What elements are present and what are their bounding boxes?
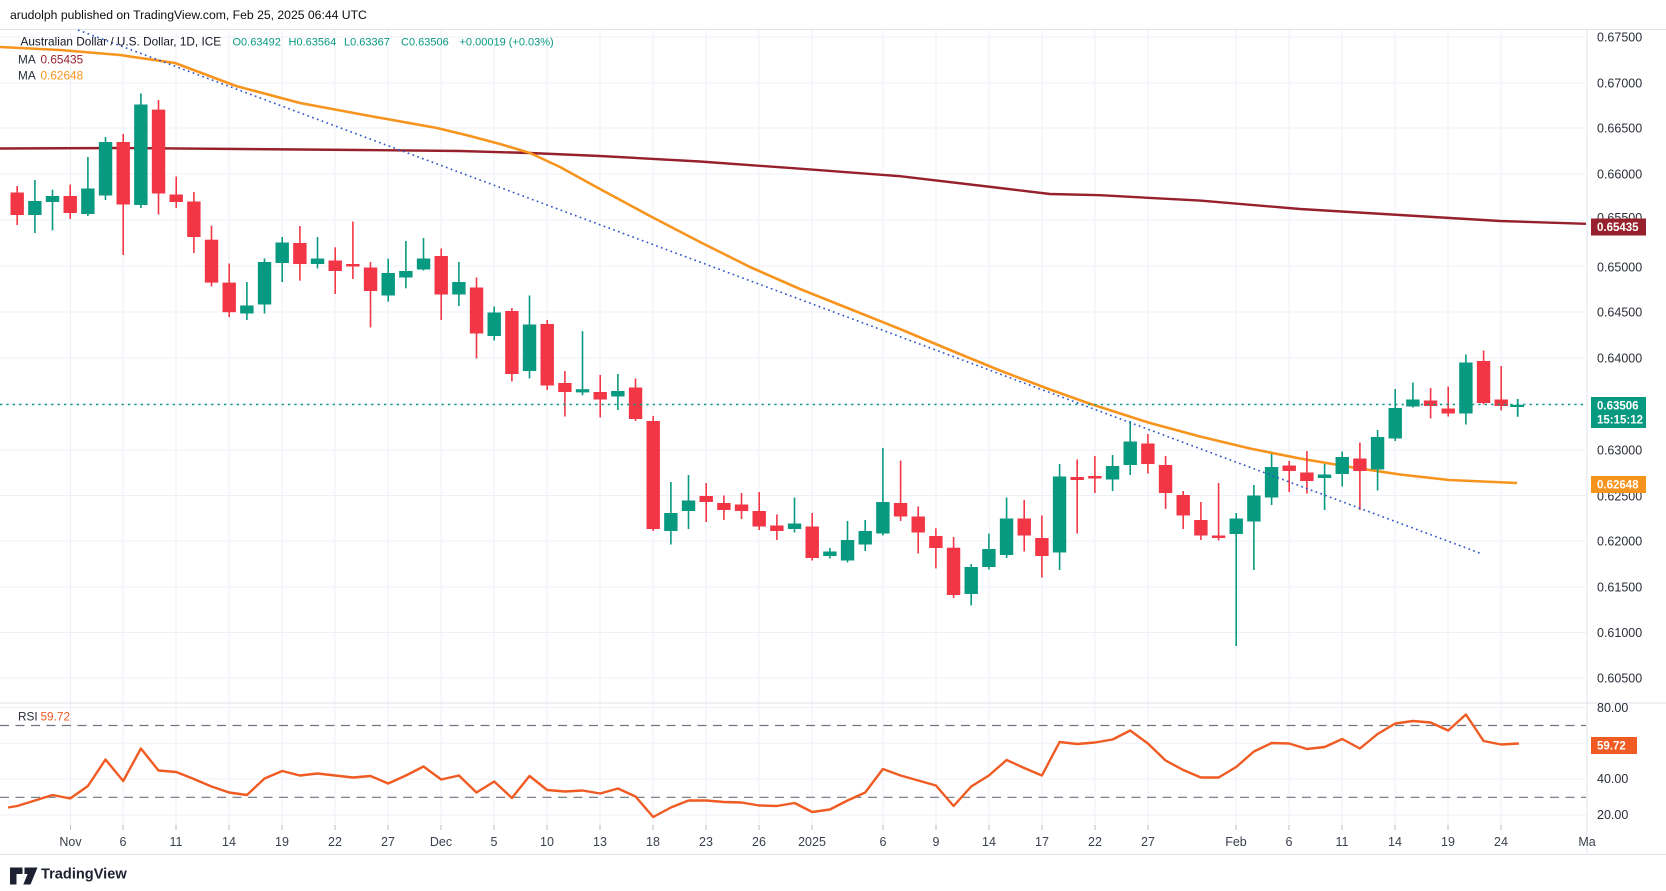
svg-text:6: 6 bbox=[120, 835, 127, 849]
svg-text:0.60500: 0.60500 bbox=[1597, 672, 1642, 686]
svg-text:9: 9 bbox=[933, 835, 940, 849]
svg-text:TradingView: TradingView bbox=[41, 867, 127, 883]
svg-text:arudolph published on TradingV: arudolph published on TradingView.com, F… bbox=[10, 8, 367, 22]
svg-text:14: 14 bbox=[1388, 835, 1402, 849]
svg-text:0.66000: 0.66000 bbox=[1597, 168, 1642, 182]
svg-text:18: 18 bbox=[646, 835, 660, 849]
svg-text:0.62000: 0.62000 bbox=[1597, 535, 1642, 549]
svg-text:59.72: 59.72 bbox=[41, 710, 71, 724]
svg-text:0.67000: 0.67000 bbox=[1597, 77, 1642, 91]
svg-text:0.67500: 0.67500 bbox=[1597, 31, 1642, 45]
svg-text:0.64500: 0.64500 bbox=[1597, 306, 1642, 320]
svg-text:0.64000: 0.64000 bbox=[1597, 352, 1642, 366]
svg-text:0.65435: 0.65435 bbox=[41, 53, 84, 67]
svg-text:26: 26 bbox=[752, 835, 766, 849]
svg-text:14: 14 bbox=[222, 835, 236, 849]
svg-text:10: 10 bbox=[540, 835, 554, 849]
svg-text:0.62648: 0.62648 bbox=[41, 69, 84, 83]
svg-text:Feb: Feb bbox=[1225, 835, 1247, 849]
svg-text:Australian Dollar / U.S. Dolla: Australian Dollar / U.S. Dollar, 1D, ICE bbox=[21, 35, 222, 49]
svg-text:40.00: 40.00 bbox=[1597, 772, 1628, 786]
svg-text:59.72: 59.72 bbox=[1597, 741, 1626, 753]
svg-text:15:15:12: 15:15:12 bbox=[1597, 415, 1643, 427]
svg-text:22: 22 bbox=[328, 835, 342, 849]
svg-text:6: 6 bbox=[1286, 835, 1293, 849]
svg-text:MA: MA bbox=[18, 53, 36, 67]
svg-text:Nov: Nov bbox=[59, 835, 82, 849]
svg-text:19: 19 bbox=[275, 835, 289, 849]
svg-text:Dec: Dec bbox=[430, 835, 452, 849]
svg-text:13: 13 bbox=[593, 835, 607, 849]
svg-text:14: 14 bbox=[982, 835, 996, 849]
svg-text:MA: MA bbox=[18, 69, 36, 83]
svg-text:0.62648: 0.62648 bbox=[1597, 480, 1639, 492]
svg-text:0.65435: 0.65435 bbox=[1597, 222, 1639, 234]
svg-text:80.00: 80.00 bbox=[1597, 701, 1628, 715]
svg-text:5: 5 bbox=[491, 835, 498, 849]
svg-text:23: 23 bbox=[699, 835, 713, 849]
svg-text:RSI: RSI bbox=[18, 710, 38, 724]
svg-text:0.63000: 0.63000 bbox=[1597, 444, 1642, 458]
svg-text:24: 24 bbox=[1494, 835, 1508, 849]
svg-text:17: 17 bbox=[1035, 835, 1049, 849]
svg-text:19: 19 bbox=[1441, 835, 1455, 849]
svg-text:Ma: Ma bbox=[1578, 835, 1595, 849]
svg-text:22: 22 bbox=[1088, 835, 1102, 849]
svg-text:0.61000: 0.61000 bbox=[1597, 626, 1642, 640]
svg-text:27: 27 bbox=[1141, 835, 1155, 849]
svg-text:27: 27 bbox=[381, 835, 395, 849]
svg-text:0.66500: 0.66500 bbox=[1597, 122, 1642, 136]
svg-text:20.00: 20.00 bbox=[1597, 808, 1628, 822]
svg-text:0.63506: 0.63506 bbox=[1597, 401, 1639, 413]
svg-text:6: 6 bbox=[880, 835, 887, 849]
svg-text:0.61500: 0.61500 bbox=[1597, 581, 1642, 595]
svg-text:0.65000: 0.65000 bbox=[1597, 261, 1642, 275]
svg-text:11: 11 bbox=[1336, 835, 1349, 849]
svg-text:11: 11 bbox=[170, 835, 183, 849]
svg-text:2025: 2025 bbox=[798, 835, 826, 849]
